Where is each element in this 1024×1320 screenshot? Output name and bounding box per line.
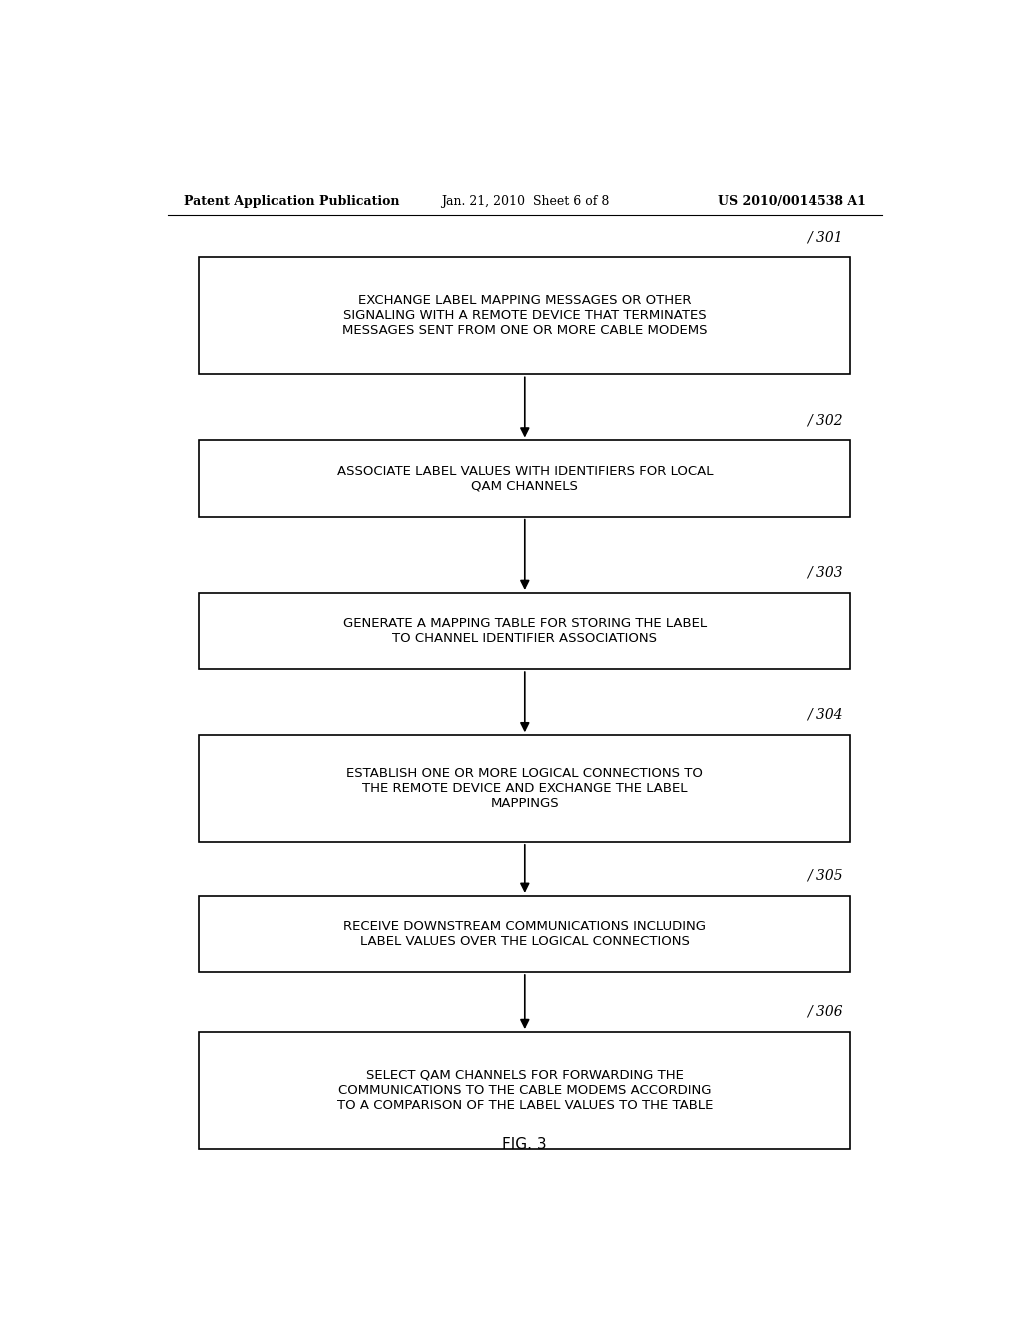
Text: / 303: / 303 (807, 566, 842, 579)
Text: / 304: / 304 (807, 708, 842, 722)
Text: GENERATE A MAPPING TABLE FOR STORING THE LABEL
TO CHANNEL IDENTIFIER ASSOCIATION: GENERATE A MAPPING TABLE FOR STORING THE… (343, 616, 707, 645)
Text: Patent Application Publication: Patent Application Publication (183, 194, 399, 207)
Text: SELECT QAM CHANNELS FOR FORWARDING THE
COMMUNICATIONS TO THE CABLE MODEMS ACCORD: SELECT QAM CHANNELS FOR FORWARDING THE C… (337, 1069, 713, 1111)
Text: US 2010/0014538 A1: US 2010/0014538 A1 (718, 194, 866, 207)
Text: / 305: / 305 (807, 869, 842, 883)
Text: / 301: / 301 (807, 230, 842, 244)
Bar (200, 1032, 850, 1148)
Text: / 302: / 302 (807, 413, 842, 428)
Text: ASSOCIATE LABEL VALUES WITH IDENTIFIERS FOR LOCAL
QAM CHANNELS: ASSOCIATE LABEL VALUES WITH IDENTIFIERS … (337, 465, 713, 492)
Text: EXCHANGE LABEL MAPPING MESSAGES OR OTHER
SIGNALING WITH A REMOTE DEVICE THAT TER: EXCHANGE LABEL MAPPING MESSAGES OR OTHER… (342, 294, 708, 338)
Bar (200, 896, 850, 972)
Text: / 306: / 306 (807, 1005, 842, 1019)
Bar (200, 257, 850, 375)
Text: FIG. 3: FIG. 3 (503, 1137, 547, 1152)
Text: Jan. 21, 2010  Sheet 6 of 8: Jan. 21, 2010 Sheet 6 of 8 (440, 194, 609, 207)
Bar (200, 735, 850, 842)
Text: ESTABLISH ONE OR MORE LOGICAL CONNECTIONS TO
THE REMOTE DEVICE AND EXCHANGE THE : ESTABLISH ONE OR MORE LOGICAL CONNECTION… (346, 767, 703, 810)
Bar (200, 593, 850, 669)
Bar (200, 441, 850, 516)
Text: RECEIVE DOWNSTREAM COMMUNICATIONS INCLUDING
LABEL VALUES OVER THE LOGICAL CONNEC: RECEIVE DOWNSTREAM COMMUNICATIONS INCLUD… (343, 920, 707, 948)
